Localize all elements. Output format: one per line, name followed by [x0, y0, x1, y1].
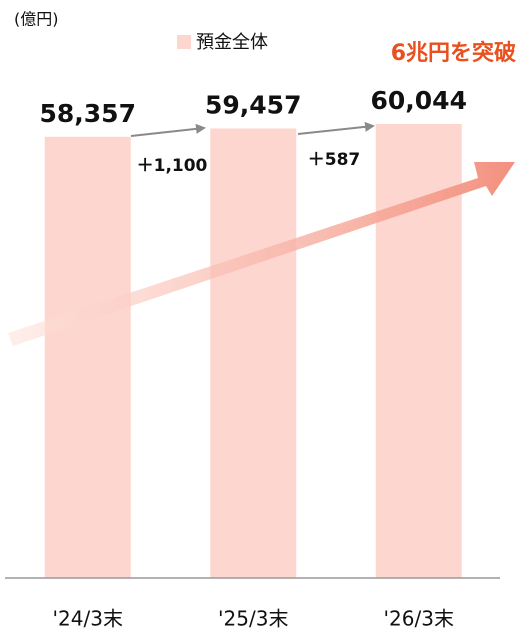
- annotation: ＋1,100: [137, 156, 208, 176]
- trend-arrow: [8, 162, 515, 346]
- legend-swatch: [177, 35, 191, 49]
- legend-label: 預金全体: [196, 32, 268, 53]
- chart-title: 6兆円を突破: [391, 40, 516, 66]
- value-label: 58,357: [40, 99, 136, 128]
- value-label: 59,457: [205, 90, 301, 119]
- bars: [44, 124, 462, 578]
- unit-label: (億円): [14, 10, 59, 29]
- bar: [44, 136, 131, 578]
- value-label: 60,044: [371, 86, 467, 115]
- x-tick-label: '25/3末: [218, 607, 288, 631]
- change-arrow: [130, 123, 206, 137]
- change-arrow: [297, 121, 375, 135]
- x-tick-label: '26/3末: [384, 607, 454, 631]
- bar: [210, 128, 297, 578]
- x-tick-label: '24/3末: [53, 607, 123, 631]
- annotation: ＋587: [308, 150, 361, 170]
